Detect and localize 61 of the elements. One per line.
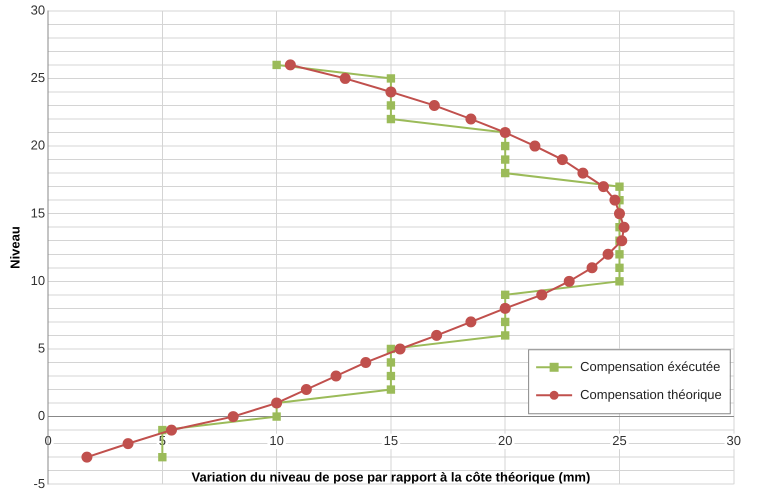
- point: [386, 74, 396, 83]
- point: [501, 142, 510, 150]
- point: [158, 452, 167, 462]
- point: [166, 424, 177, 436]
- point: [615, 264, 624, 272]
- point: [465, 114, 476, 125]
- point: [616, 235, 628, 246]
- point: [386, 101, 396, 110]
- y-tick-label: 30: [30, 2, 46, 18]
- point: [618, 222, 630, 233]
- point: [228, 411, 239, 422]
- point: [81, 452, 92, 463]
- point: [284, 59, 296, 70]
- point: [501, 155, 510, 164]
- point: [428, 100, 440, 111]
- point: [386, 358, 396, 367]
- point: [465, 316, 476, 328]
- point: [615, 182, 624, 191]
- point: [501, 318, 510, 326]
- y-tick-label: 20: [30, 138, 46, 153]
- point: [330, 370, 342, 382]
- x-tick-label: 10: [269, 432, 284, 448]
- point: [300, 384, 312, 396]
- point: [609, 194, 620, 206]
- x-tick-label: 15: [384, 432, 398, 448]
- legend-label: Compensation éxécutée: [580, 358, 720, 374]
- point: [122, 438, 134, 450]
- y-axis-title: Niveau: [7, 226, 22, 269]
- y-tick-label: -5: [33, 476, 46, 491]
- y-tick-label: 15: [30, 205, 46, 220]
- point: [536, 289, 548, 300]
- x-tick-label: 20: [498, 432, 512, 448]
- point: [564, 276, 575, 287]
- point: [602, 248, 614, 260]
- point: [615, 277, 624, 286]
- point: [340, 72, 351, 84]
- point: [394, 343, 406, 354]
- y-tick-label: 5: [38, 340, 46, 356]
- point: [577, 168, 588, 179]
- point: [386, 372, 396, 380]
- x-tick-label: 30: [726, 432, 742, 448]
- point: [272, 412, 281, 421]
- point: [501, 331, 510, 340]
- point: [586, 262, 598, 274]
- point: [360, 356, 372, 368]
- point: [615, 250, 624, 258]
- point: [501, 168, 510, 178]
- x-axis-title: Variation du niveau de pose par rapport à la côte théorique (mm): [192, 470, 590, 485]
- y-tick-label: 10: [30, 272, 46, 288]
- y-tick-label: 0: [38, 408, 46, 424]
- point: [386, 114, 396, 124]
- point: [598, 181, 609, 192]
- legend-label: Compensation théorique: [580, 386, 722, 402]
- point: [501, 290, 510, 300]
- point: [431, 330, 442, 341]
- point: [272, 60, 281, 70]
- point: [529, 140, 540, 152]
- y-tick-label: 25: [30, 70, 46, 86]
- point: [386, 385, 396, 394]
- x-tick-label: 25: [612, 432, 627, 448]
- point: [556, 154, 568, 166]
